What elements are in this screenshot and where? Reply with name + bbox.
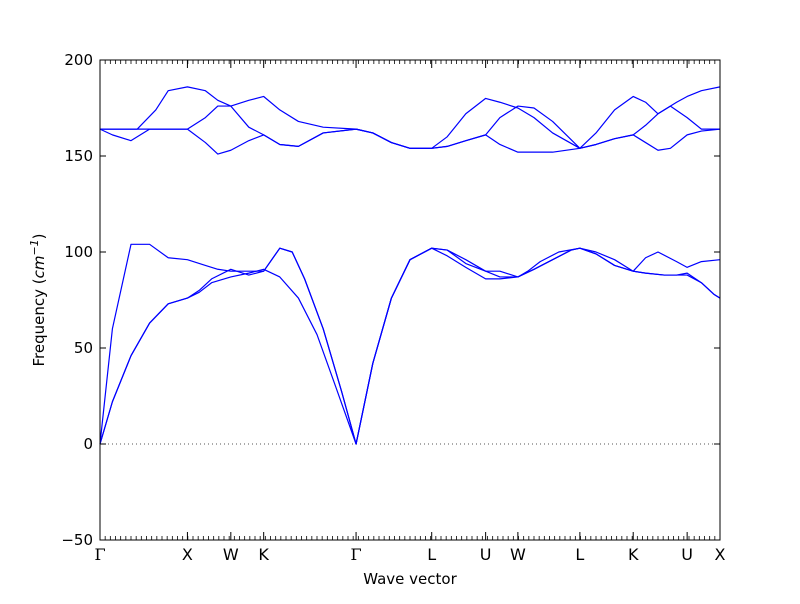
y-tick-label: 50 (74, 339, 93, 357)
plot-frame (99, 59, 721, 541)
kpoint-label: W (223, 545, 239, 564)
axes-group (99, 59, 721, 541)
series-line-4 (100, 128, 721, 155)
y-tick-label: 100 (64, 243, 93, 261)
kpoint-label: L (575, 545, 584, 564)
y-tick-label: 0 (83, 435, 93, 453)
series-line-1 (99, 247, 721, 445)
kpoint-label: U (681, 545, 693, 564)
y-axis-title: Frequency (cm−1) (28, 233, 48, 366)
kpoint-label: L (427, 545, 436, 564)
y-axis-title-close: ) (30, 233, 48, 239)
y-tick-label: 200 (64, 51, 93, 69)
kpoint-label: U (480, 545, 492, 564)
kpoint-label: X (715, 545, 726, 564)
series-line-2 (99, 247, 721, 445)
kpoint-label: Γ (94, 545, 105, 564)
kpoint-label: Γ (351, 545, 362, 564)
y-axis-title-unit-exponent: −1 (28, 239, 41, 255)
x-axis-title: Wave vector (363, 570, 457, 588)
series-group (99, 86, 721, 445)
y-axis-title-main: Frequency ( (30, 278, 48, 366)
series-line-6 (100, 86, 721, 149)
kpoint-label: K (258, 545, 269, 564)
kpoint-label: X (182, 545, 193, 564)
kpoint-label: W (510, 545, 526, 564)
y-axis-title-unit: cm (30, 256, 48, 279)
series-line-3 (99, 243, 721, 445)
kpoint-label: K (628, 545, 639, 564)
series-line-5 (99, 105, 720, 149)
y-tick-label: 150 (64, 147, 93, 165)
y-tick-label: −50 (61, 531, 93, 549)
